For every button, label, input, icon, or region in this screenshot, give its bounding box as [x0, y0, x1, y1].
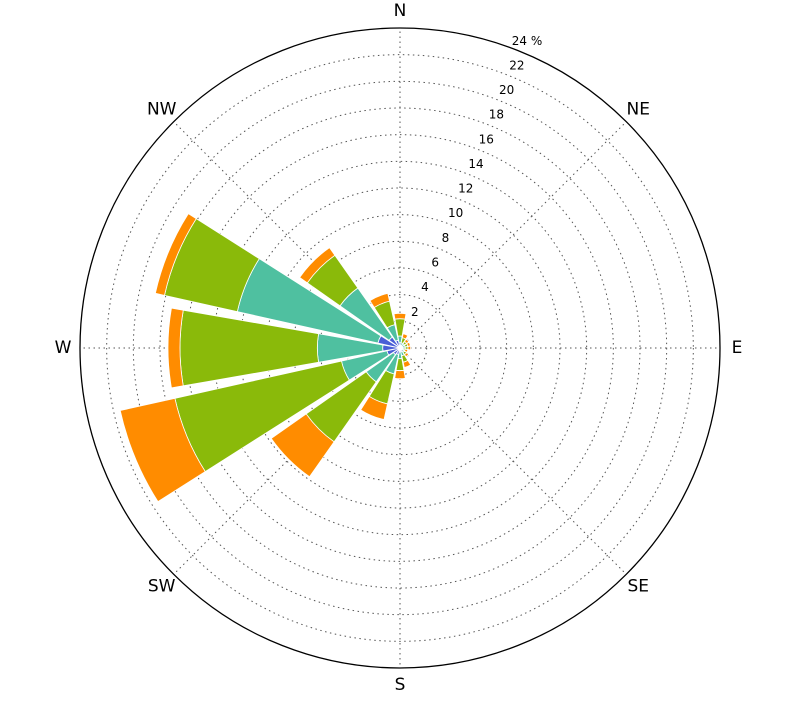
ring-grid-line — [266, 214, 534, 482]
r-tick-label: 10 — [448, 206, 463, 220]
ring-grid-line — [132, 80, 668, 616]
bar-segment — [407, 345, 412, 351]
bar-segment — [404, 352, 410, 358]
r-tick-label: 12 — [458, 182, 473, 196]
r-tick-label: 8 — [442, 231, 450, 245]
outer-ring — [79, 27, 721, 669]
r-tick-label: 16 — [479, 132, 494, 146]
bar-segment — [393, 312, 407, 320]
ring-grid-line — [159, 107, 641, 589]
bar-segment — [119, 397, 206, 503]
ring-grid-line — [346, 294, 454, 402]
direction-label: NW — [147, 100, 177, 120]
direction-label: N — [394, 1, 407, 21]
bar-segment — [394, 369, 406, 380]
direction-label: W — [55, 338, 72, 358]
r-tick-label: 6 — [431, 256, 439, 270]
bar-segment — [270, 413, 335, 478]
bar-segment — [369, 292, 391, 309]
r-tick-label: 22 — [509, 58, 524, 72]
radial-grid-line — [399, 121, 627, 349]
r-tick-label: 2 — [411, 305, 419, 319]
r-tick-label: 4 — [421, 280, 429, 294]
r-tick-label: 24 % — [512, 34, 543, 48]
r-tick-label: 18 — [489, 108, 504, 122]
direction-label: E — [732, 338, 743, 358]
direction-label: S — [395, 675, 406, 695]
ring-grid-line — [239, 187, 561, 509]
bar-segment — [154, 213, 197, 296]
radial-grid-line — [173, 347, 401, 575]
ring-grid-line — [186, 134, 614, 562]
bar-segment — [404, 338, 410, 344]
bar-segment — [299, 247, 336, 284]
direction-label: SW — [148, 576, 176, 596]
r-tick-label: 20 — [499, 83, 514, 97]
radial-grid-line — [173, 121, 401, 349]
r-tick-label: 14 — [468, 157, 483, 171]
bars — [119, 213, 412, 503]
ring-grid-line — [292, 240, 508, 456]
ring-grid-line — [106, 54, 694, 642]
bar-segment — [167, 307, 184, 389]
bar-segment — [360, 395, 388, 421]
direction-label: SE — [628, 576, 650, 596]
bar-segment — [401, 333, 409, 340]
ring-grid-line — [372, 320, 428, 376]
direction-label: NE — [627, 100, 650, 120]
bar-segment — [402, 359, 412, 368]
bar-segment — [406, 341, 411, 347]
